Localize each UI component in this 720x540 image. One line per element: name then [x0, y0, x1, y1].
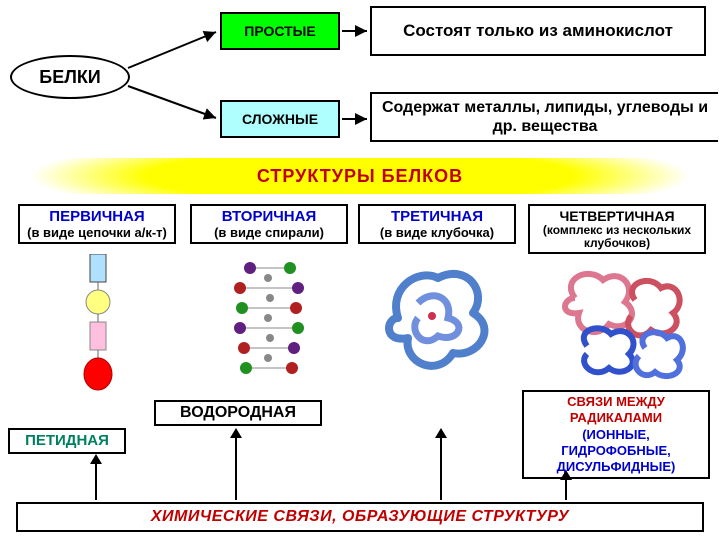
b3-l2: РАДИКАЛАМИ	[526, 410, 706, 426]
s4-title: ЧЕТВЕРТИЧНАЯ	[532, 208, 702, 224]
chain-illustration	[78, 254, 118, 422]
bond-peptide: ПЕТИДНАЯ	[8, 428, 126, 454]
bond-hydrogen: ВОДОРОДНАЯ	[154, 400, 322, 426]
struct-2: ВТОРИЧНАЯ (в виде спирали)	[190, 204, 348, 244]
structures-banner: СТРУКТУРЫ БЕЛКОВ	[30, 158, 690, 194]
complex-desc: Содержат металлы, липиды, углеводы и др.…	[370, 92, 718, 142]
s1-title: ПЕРВИЧНАЯ	[22, 208, 172, 225]
complex-box: СЛОЖНЫЕ	[220, 100, 340, 138]
s3-sub: (в виде клубочка)	[362, 225, 512, 240]
globule-illustration	[378, 258, 508, 378]
quaternary-illustration	[545, 258, 695, 388]
b3-l5: ДИСУЛЬФИДНЫЕ)	[526, 459, 706, 475]
simple-box: ПРОСТЫЕ	[220, 12, 340, 50]
s2-title: ВТОРИЧНАЯ	[194, 208, 344, 225]
simple-desc: Состоят только из аминокислот	[370, 6, 706, 56]
bond-radicals: СВЯЗИ МЕЖДУ РАДИКАЛАМИ (ИОННЫЕ, ГИДРОФОБ…	[522, 390, 710, 479]
s3-title: ТРЕТИЧНАЯ	[362, 208, 512, 225]
footer-box: ХИМИЧЕСКИЕ СВЯЗИ, ОБРАЗУЮЩИЕ СТРУКТУРУ	[16, 502, 704, 532]
arrow-4	[565, 478, 567, 500]
s1-sub: (в виде цепочки а/к-т)	[22, 225, 172, 240]
b3-l4: ГИДРОФОБНЫЕ,	[526, 443, 706, 459]
helix-illustration	[210, 258, 330, 388]
banner-text: СТРУКТУРЫ БЕЛКОВ	[257, 166, 463, 187]
b3-l1: СВЯЗИ МЕЖДУ	[526, 394, 706, 410]
arrow-3	[440, 436, 442, 500]
s4-sub: (комплекс из нескольких клубочков)	[532, 224, 702, 250]
arrow-2	[235, 436, 237, 500]
struct-3: ТРЕТИЧНАЯ (в виде клубочка)	[358, 204, 516, 244]
belki-oval: БЕЛКИ	[10, 55, 130, 99]
b3-l3: (ИОННЫЕ,	[526, 427, 706, 443]
s2-sub: (в виде спирали)	[194, 225, 344, 240]
struct-1: ПЕРВИЧНАЯ (в виде цепочки а/к-т)	[18, 204, 176, 244]
arrow-1	[95, 462, 97, 500]
struct-4: ЧЕТВЕРТИЧНАЯ (комплекс из нескольких клу…	[528, 204, 706, 254]
